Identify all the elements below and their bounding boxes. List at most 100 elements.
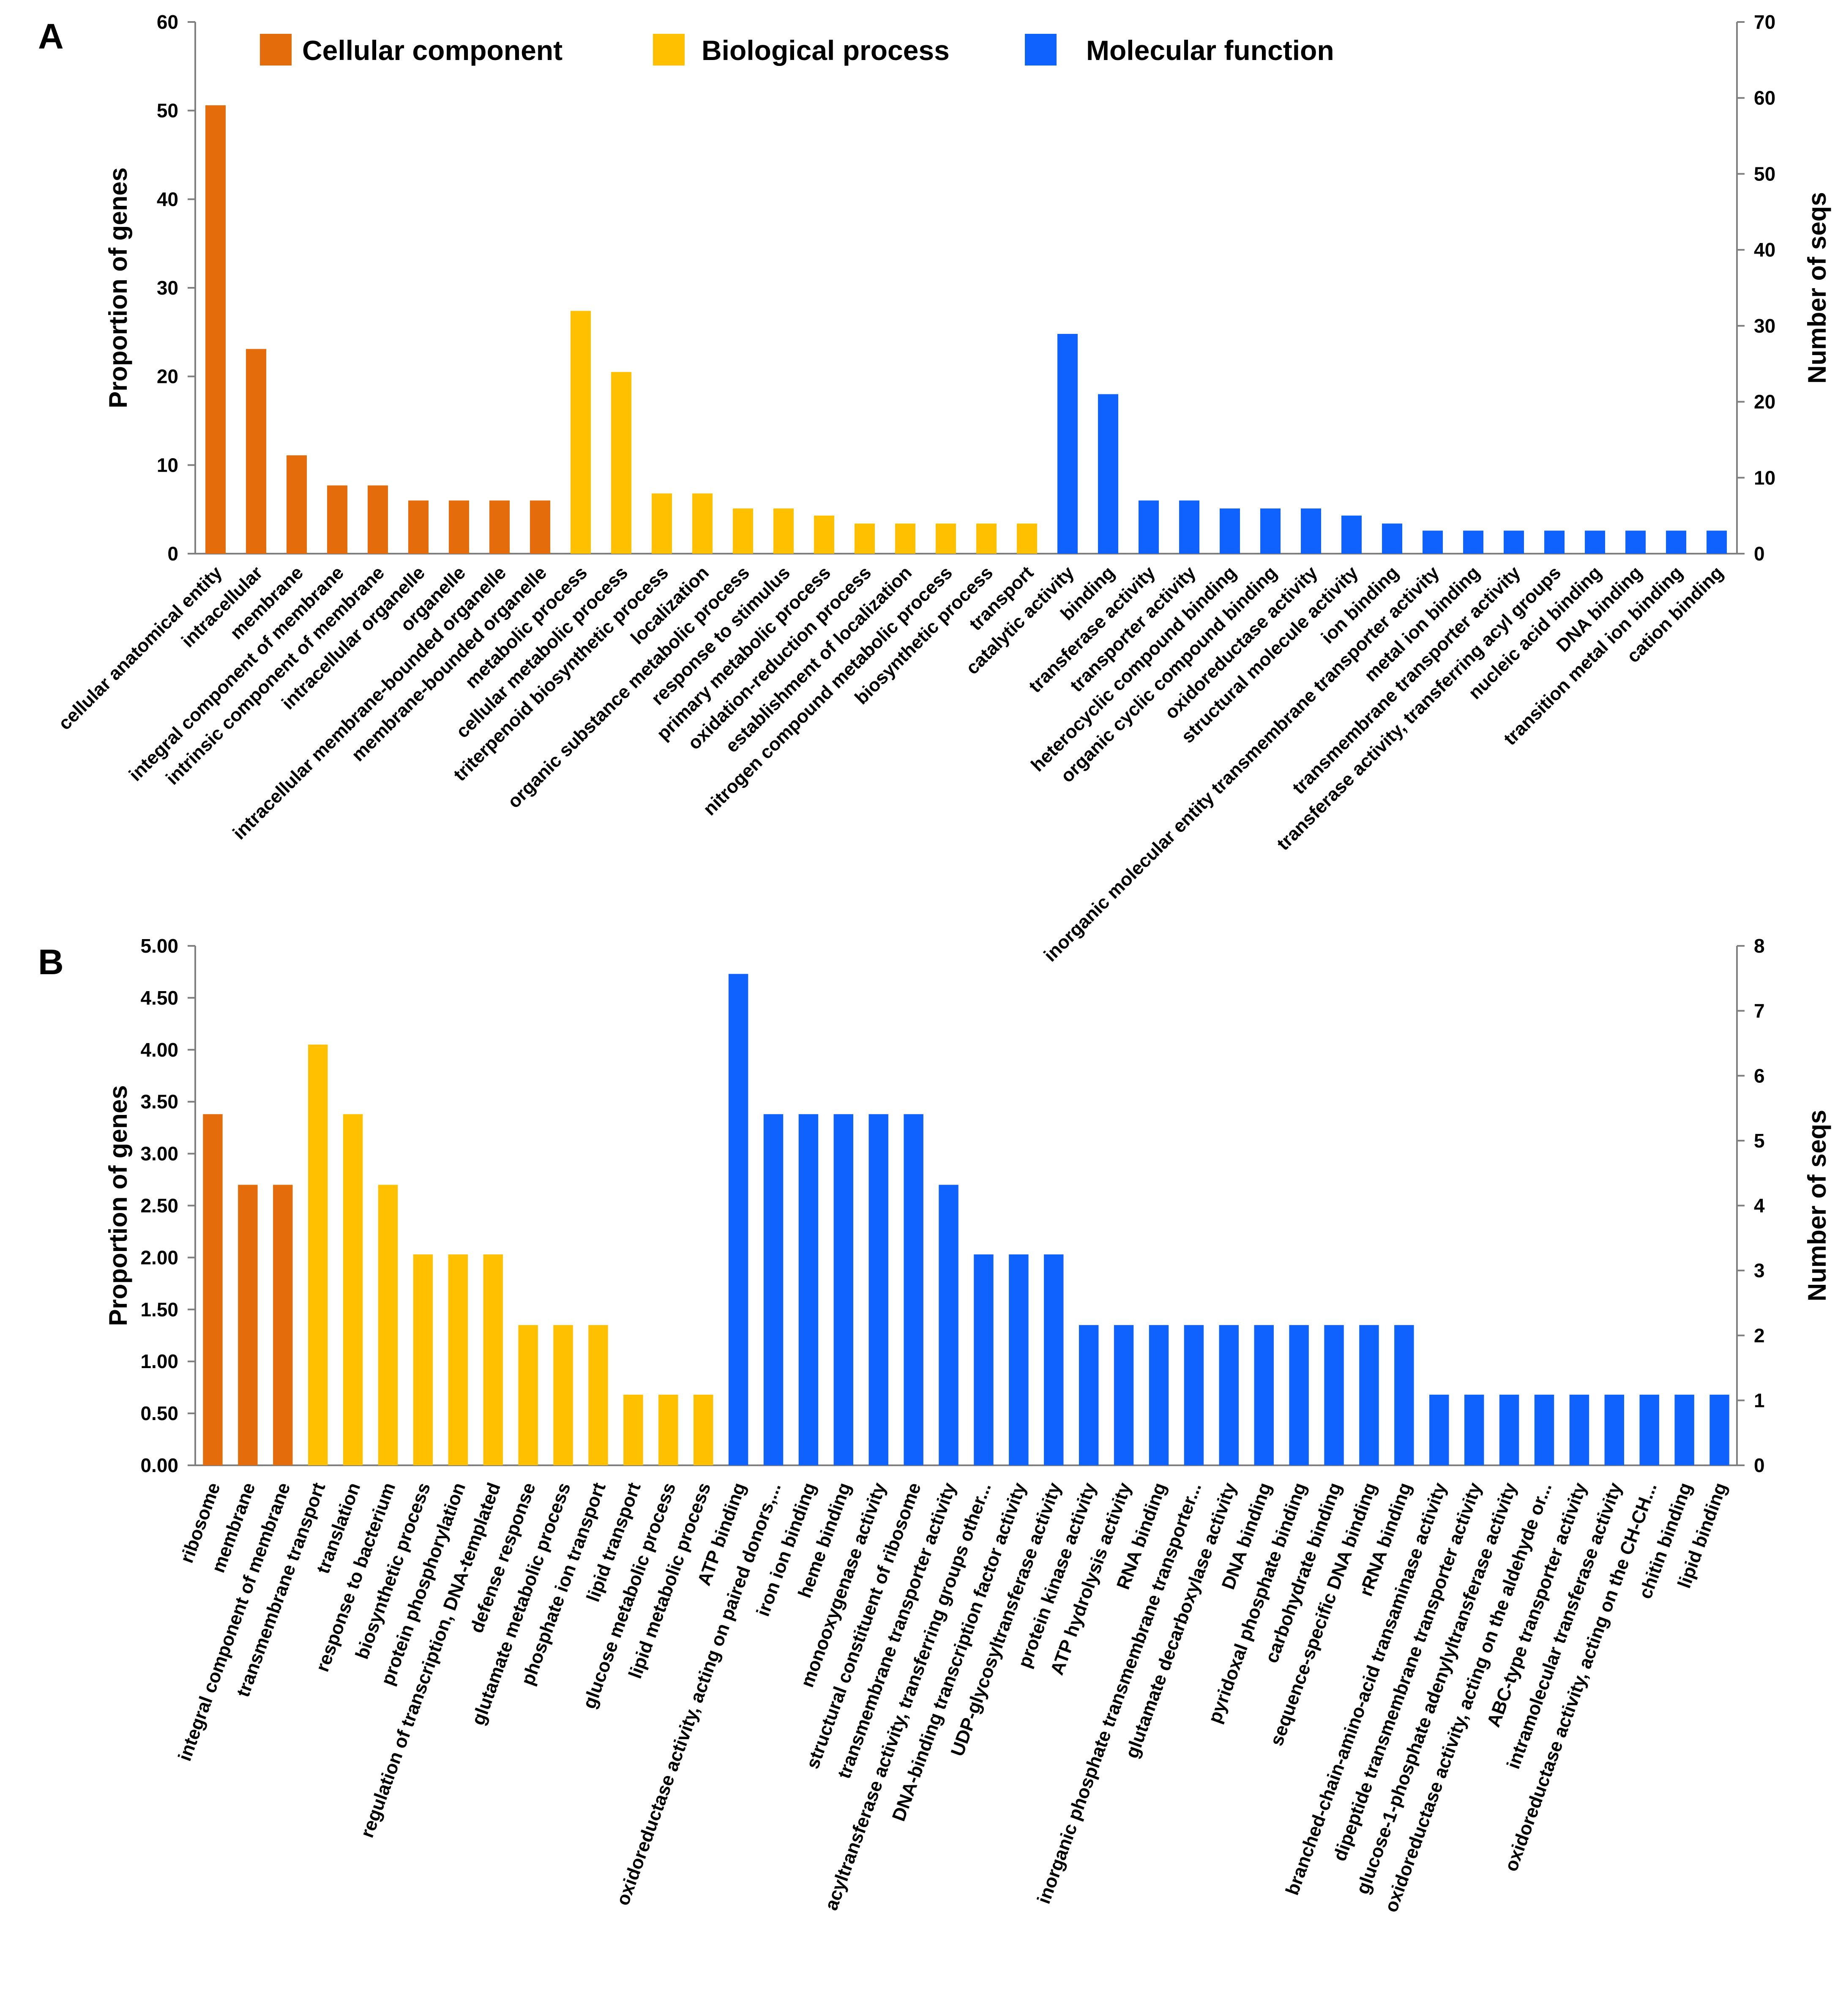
bar	[378, 1185, 398, 1465]
bar	[1341, 515, 1362, 554]
bar	[368, 485, 388, 554]
bar	[449, 500, 469, 554]
y2-tick-label: 50	[1754, 163, 1775, 185]
legend-label: Cellular component	[302, 35, 563, 66]
y2-tick-label: 70	[1754, 11, 1775, 33]
bar	[1429, 1394, 1449, 1465]
y-tick-label: 1.00	[140, 1350, 178, 1372]
y2-axis-title: Number of seqs	[1803, 1110, 1831, 1301]
y2-tick-label: 5	[1754, 1130, 1765, 1152]
bar	[1017, 523, 1037, 554]
bar	[530, 500, 550, 554]
bar	[814, 515, 834, 554]
bar	[238, 1185, 258, 1465]
legend-label: Molecular function	[1086, 35, 1334, 66]
y2-tick-label: 2	[1754, 1325, 1765, 1347]
y-tick-label: 10	[157, 454, 178, 476]
bar	[773, 508, 794, 554]
y-tick-label: 0.00	[140, 1454, 178, 1476]
bar	[1499, 1394, 1519, 1465]
bar	[936, 523, 956, 554]
y2-tick-label: 1	[1754, 1389, 1765, 1411]
bar	[895, 523, 915, 554]
bar	[1394, 1325, 1414, 1465]
bar	[1220, 508, 1240, 554]
y-axis-title: Proportion of genes	[104, 167, 132, 408]
bar	[518, 1325, 538, 1465]
bar	[308, 1044, 328, 1465]
bar	[611, 372, 631, 554]
legend-swatch	[260, 34, 292, 66]
bar	[1149, 1325, 1169, 1465]
y-tick-label: 4.50	[140, 987, 178, 1009]
panel-label-b: B	[38, 942, 64, 982]
bar	[658, 1394, 678, 1465]
y-tick-label: 20	[157, 366, 178, 388]
bar	[1359, 1325, 1379, 1465]
y-tick-label: 40	[157, 188, 178, 210]
y2-tick-label: 20	[1754, 391, 1775, 413]
bar	[205, 105, 226, 554]
bar	[855, 523, 875, 554]
y-axis-title: Proportion of genes	[104, 1085, 132, 1326]
panel-label-a: A	[38, 16, 64, 56]
bar	[273, 1185, 293, 1465]
bar	[1569, 1394, 1589, 1465]
bar	[1098, 394, 1118, 554]
bar	[939, 1185, 958, 1465]
y2-axis-title: Number of seqs	[1803, 192, 1831, 383]
bar	[1254, 1325, 1274, 1465]
bar	[1044, 1254, 1064, 1465]
y-tick-label: 2.50	[140, 1195, 178, 1217]
bar	[1544, 530, 1565, 554]
bar	[733, 508, 753, 554]
legend-swatch	[653, 34, 685, 66]
y2-tick-label: 10	[1754, 467, 1775, 489]
bar	[483, 1254, 503, 1465]
bar	[1324, 1325, 1344, 1465]
bar	[1423, 530, 1443, 554]
bar	[489, 500, 510, 554]
bar	[1707, 530, 1727, 554]
bar	[1625, 530, 1646, 554]
bar	[763, 1114, 784, 1465]
bar	[1463, 530, 1483, 554]
bar	[246, 349, 266, 554]
y2-tick-label: 4	[1754, 1195, 1765, 1217]
bar	[1301, 508, 1321, 554]
y-tick-label: 5.00	[140, 935, 178, 957]
bar	[868, 1114, 888, 1465]
bar	[553, 1325, 573, 1465]
bar	[1604, 1394, 1625, 1465]
y2-tick-label: 7	[1754, 1000, 1765, 1022]
bar	[1464, 1394, 1484, 1465]
bar	[1114, 1325, 1134, 1465]
bar	[623, 1394, 643, 1465]
bar	[588, 1325, 608, 1465]
bar	[833, 1114, 854, 1465]
y-tick-label: 0.50	[140, 1402, 178, 1424]
bar	[1184, 1325, 1204, 1465]
bar	[1639, 1394, 1659, 1465]
bar	[1382, 523, 1402, 554]
bar	[1585, 530, 1605, 554]
bar	[571, 311, 591, 554]
y-tick-label: 0	[167, 543, 178, 565]
bar	[287, 455, 307, 554]
bar	[1219, 1325, 1239, 1465]
bar	[1666, 530, 1686, 554]
y-tick-label: 60	[157, 11, 178, 33]
bar	[1504, 530, 1524, 554]
legend-swatch	[1025, 34, 1057, 66]
bar	[448, 1254, 468, 1465]
bar	[904, 1114, 923, 1465]
bar	[652, 493, 672, 554]
bar	[692, 493, 713, 554]
y-tick-label: 2.00	[140, 1246, 178, 1268]
y2-tick-label: 40	[1754, 239, 1775, 261]
bar	[728, 974, 748, 1465]
legend-label: Biological process	[702, 35, 950, 66]
bar	[327, 485, 347, 554]
